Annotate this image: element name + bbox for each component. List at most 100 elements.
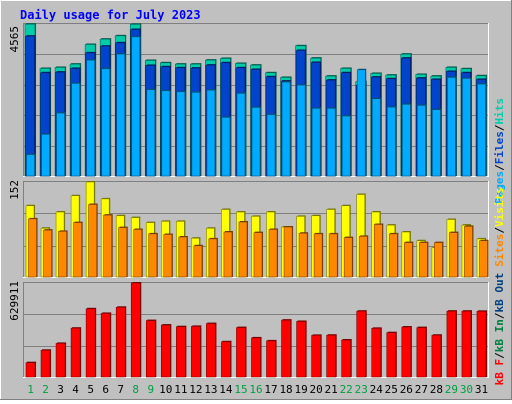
pages-bar [432,109,441,177]
sites-bar [283,226,293,278]
kbf-bar [356,310,367,378]
pages-bar [251,107,261,177]
x-tick-label: 3 [57,383,64,396]
legend-kbout: kB Out [493,273,506,313]
panel1-legend: Pages/Files/Hits [493,98,506,204]
sites-bar [238,221,248,278]
legend-sep-5: / [493,312,506,319]
sites-bar [208,238,218,278]
kbf-bar [160,324,171,378]
sites-bar [358,236,368,278]
panel1-ymax-label: 4565 [8,26,21,53]
x-tick-label: 18 [279,383,292,396]
kbf-bar [55,343,66,378]
x-tick-label: 20 [310,383,323,396]
sites-bar [388,233,398,278]
sites-bar [328,233,338,278]
sites-bar [373,224,383,278]
kbf-bar [461,310,472,378]
sites-bar [449,232,458,278]
x-tick-label: 13 [204,383,217,396]
kbf-bar [236,327,246,378]
x-tick-label: 28 [430,383,443,396]
bars-layer [24,23,489,378]
panel3-legend: kB F/kB In/kB Out [493,273,506,386]
kbf-bar [221,341,231,378]
legend-sep-3: / [493,227,506,234]
legend-sep-4: / [493,352,506,359]
kbf-bar [296,321,306,378]
x-tick-label: 8 [132,383,139,396]
sites-bar [253,232,263,278]
pages-bar [447,77,456,177]
kbf-bar [431,334,442,378]
x-tick-label: 15 [234,383,247,396]
legend-sep-2: / [493,124,506,131]
pages-bar [417,105,426,177]
kbf-bar [446,310,457,378]
pages-bar [56,112,65,177]
x-tick-label: 16 [249,383,262,396]
pages-bar [206,89,216,177]
sites-bar [313,233,323,278]
x-tick-label: 22 [340,383,353,396]
x-tick-label: 1 [27,383,34,396]
kbf-bar [281,319,291,378]
x-tick-label: 19 [294,383,307,396]
kbf-bar [176,326,186,378]
kbf-bar [70,327,81,378]
sites-bar [28,218,37,278]
kbf-bar [386,332,397,378]
x-tick-label: 30 [460,383,473,396]
pages-bar [116,53,126,177]
x-tick-label: 31 [475,383,488,396]
kbf-bar [191,326,201,378]
legend-files: Files [493,131,506,164]
sites-bar [73,222,82,278]
x-tick-label: 6 [102,383,109,396]
pages-bar [462,78,471,177]
legend-pages: Pages [493,171,506,204]
pages-bar [26,154,35,177]
sites-bar [118,227,128,278]
pages-bar [41,134,50,177]
pages-bar [402,104,411,177]
kbf-bar [401,326,412,378]
legend-sites: Sites [493,234,506,267]
x-tick-label: 24 [370,383,384,396]
pages-bar [221,117,231,177]
pages-bar [236,93,246,177]
x-tick-label: 17 [264,383,277,396]
sites-bar [148,233,158,278]
kbf-bar [266,340,276,378]
legend-kbf: kB F [493,359,506,386]
panel2-ymax-label: 152 [8,180,21,200]
kbf-bar [85,308,96,378]
x-tick-label: 29 [445,383,458,396]
x-tick-label: 26 [400,383,413,396]
pages-bar [296,84,306,177]
pages-bar [176,91,186,177]
kbf-bar [341,339,352,378]
pages-bar [281,81,291,177]
x-tick-label: 2 [42,383,49,396]
sites-bar [103,214,112,278]
kbf-bar [311,335,321,378]
legend-sep-1: / [493,164,506,171]
panel3-ymax-label: 629911 [8,281,21,321]
x-tick-label: 27 [415,383,428,396]
legend-visits: Visits [493,187,506,227]
pages-bar [161,90,171,177]
pages-bar [356,69,366,177]
x-tick-label: 10 [159,383,172,396]
sites-bar [419,242,428,278]
kbf-bar [100,313,111,378]
sites-bar [193,245,203,278]
kbf-bar [206,323,216,378]
kbf-bar [476,311,487,378]
svg-text:Sites/Visits: Sites/Visits [493,187,506,267]
pages-bar [311,108,321,177]
sites-bar [178,236,188,278]
kbf-bar [40,349,51,378]
